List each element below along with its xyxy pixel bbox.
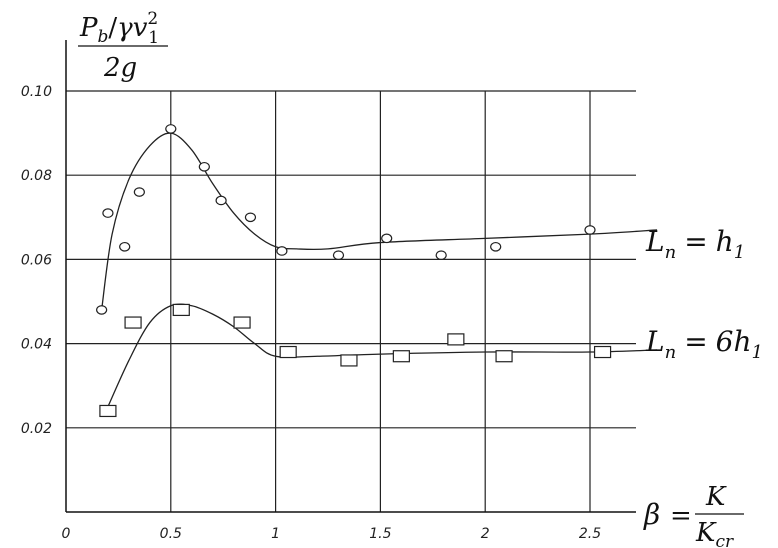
square-marker <box>593 345 612 359</box>
series1-l: L <box>645 225 665 258</box>
circle-marker <box>490 241 502 252</box>
ylabel-slash: / <box>108 13 117 43</box>
square-marker <box>447 333 465 346</box>
ylabel-gamma: γ <box>117 13 133 43</box>
axes <box>65 40 636 513</box>
series1-eq: = <box>684 225 707 258</box>
y-axis-label: Pb/γv2 1 2g <box>78 9 168 83</box>
square-marker <box>392 350 410 363</box>
y-tick-label: 0.10 <box>21 84 52 100</box>
y-tick-label: 0.08 <box>21 168 52 184</box>
circle-marker <box>244 212 257 223</box>
xlabel-kcr-main: K <box>695 518 717 548</box>
series2-l-sub: n <box>665 342 677 363</box>
circle-marker <box>102 208 114 218</box>
square-marker <box>279 345 297 359</box>
x-axis-label: β = K Kcr <box>643 482 744 548</box>
square-marker <box>99 404 117 418</box>
ylabel-v: v <box>133 13 148 43</box>
svg-text:Ln=h1: Ln = h1 <box>645 225 745 263</box>
x-tick-label: 1.5 <box>369 526 391 542</box>
series1-h: h <box>716 225 734 258</box>
circle-marker <box>96 305 108 315</box>
xlabel-beta: β <box>643 498 660 531</box>
series2-coef: 6 <box>716 325 734 358</box>
circle-marker <box>119 241 131 252</box>
square-marker <box>172 303 190 317</box>
square-marker <box>495 350 513 363</box>
series2-h-sub: 1 <box>752 342 763 363</box>
series1-l-sub: n <box>665 242 677 263</box>
xlabel-k: K <box>705 482 727 512</box>
data-markers <box>96 124 612 418</box>
y-tick-label: 0.06 <box>21 252 52 268</box>
ylabel-v-sub: 1 <box>148 28 159 48</box>
fitted-curves <box>100 132 658 408</box>
circle-marker <box>215 195 227 206</box>
series-label-1: Ln = h1 <box>645 225 745 263</box>
x-tick-label: 0.5 <box>160 526 182 542</box>
x-tick-label: 2 <box>481 526 490 542</box>
ylabel-p: P <box>79 13 98 43</box>
series-curve-1 <box>100 132 658 311</box>
svg-text:Ln=6h1: Ln = 6h1 <box>645 325 763 363</box>
x-tick-label: 1 <box>271 526 280 542</box>
square-marker <box>124 316 142 329</box>
tick-labels: 0 0.5 1 1.5 2 2.5 0.02 0.04 0.06 0.08 0.10 <box>21 84 601 542</box>
circle-marker <box>584 225 596 235</box>
circle-marker <box>133 187 145 197</box>
circle-marker <box>276 246 288 256</box>
series-label-2: Ln = 6h1 <box>645 325 763 363</box>
series-curve-2 <box>107 303 658 408</box>
ylabel-denominator: 2g <box>103 53 137 83</box>
xlabel-equals: = <box>670 501 692 531</box>
circle-marker <box>165 124 177 134</box>
circle-marker <box>381 233 393 244</box>
ylabel-p-sub: b <box>98 27 109 47</box>
circle-marker <box>435 250 447 260</box>
circle-marker <box>332 250 345 260</box>
grid <box>66 90 636 512</box>
y-tick-label: 0.02 <box>21 421 52 437</box>
series2-h: h <box>733 325 751 358</box>
ylabel-v-sup: 2 <box>147 9 158 29</box>
square-marker <box>340 354 358 367</box>
series2-l: L <box>645 325 665 358</box>
circle-marker <box>198 161 210 172</box>
xlabel-kcr-sub: cr <box>715 532 734 548</box>
y-tick-label: 0.04 <box>21 337 52 353</box>
series1-h-sub: 1 <box>734 242 745 263</box>
x-tick-label: 2.5 <box>579 526 601 542</box>
xlabel-kcr: Kcr <box>695 518 734 548</box>
series2-eq: = <box>684 325 707 358</box>
x-tick-label: 0 <box>62 526 71 542</box>
square-marker <box>233 316 251 329</box>
